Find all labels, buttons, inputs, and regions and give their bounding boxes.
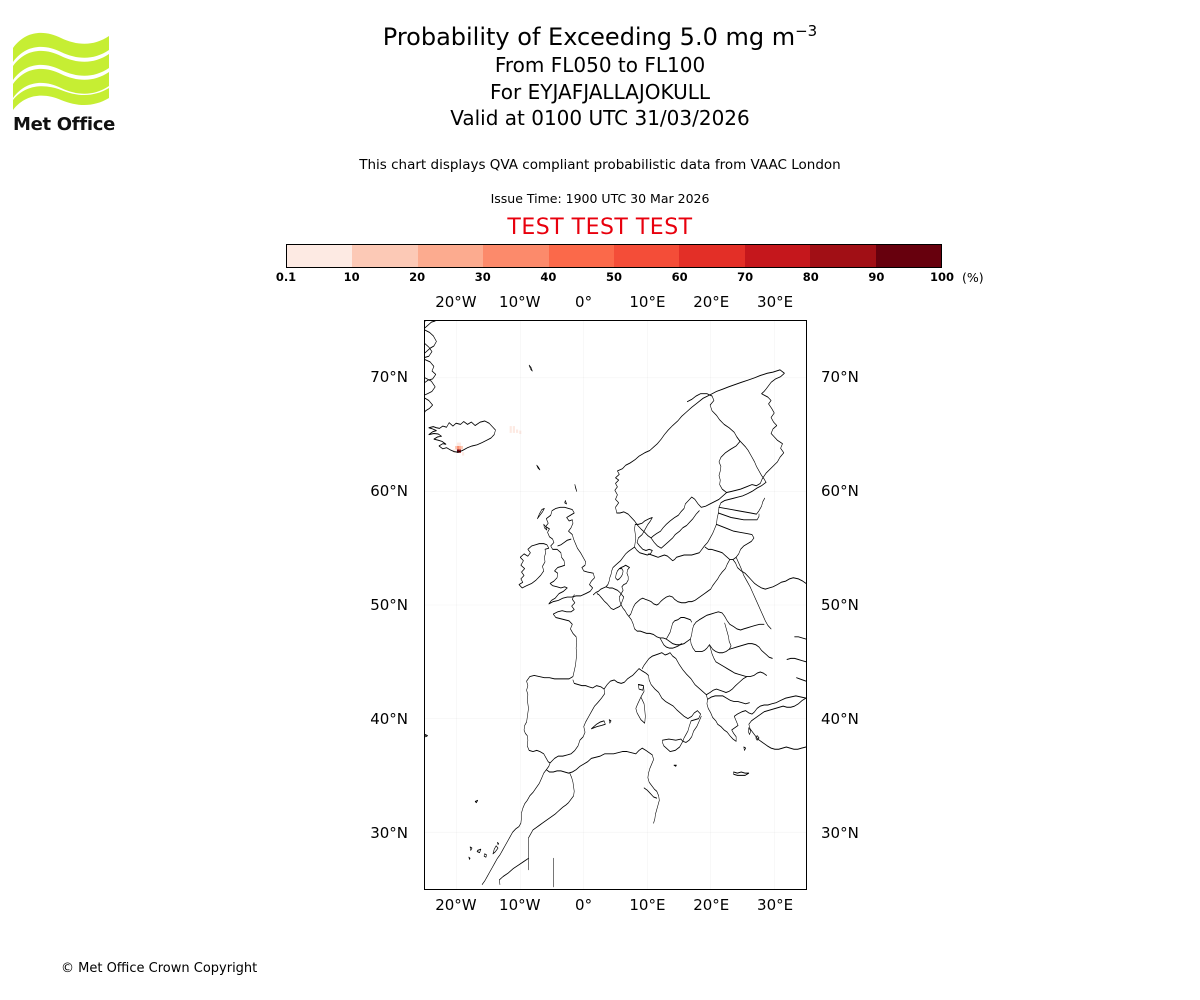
longitude-axis-top: 20°W 10°W 0° 10°E 20°E 30°E	[424, 293, 807, 313]
colorbar-band-9	[875, 245, 942, 267]
lat-label-70°N: 70°N	[821, 368, 859, 386]
europe-map	[425, 321, 806, 889]
colorbar-swatches	[286, 244, 942, 268]
plume-cell-9	[462, 452, 465, 456]
colorbar-band-0	[287, 245, 353, 267]
colorbar-band-5	[614, 245, 680, 267]
latitude-axis-right: 30°N 40°N 50°N 60°N 70°N	[813, 320, 883, 890]
colorbar-tick-40: 40	[540, 270, 557, 284]
plume-cell-8	[453, 449, 456, 453]
copyright-notice: © Met Office Crown Copyright	[61, 961, 258, 976]
met-office-wave-mark	[13, 32, 109, 110]
chart-title-block: Probability of Exceeding 5.0 mg m−3 From…	[0, 22, 1200, 132]
lat-label-60°N: 60°N	[370, 482, 408, 500]
colorbar-tick-50: 50	[605, 270, 623, 284]
lat-label-60°N: 60°N	[821, 482, 859, 500]
lat-label-50°N: 50°N	[370, 596, 408, 614]
lon-label-10°E: 10°E	[629, 896, 666, 914]
colorbar-tick-90: 90	[868, 270, 885, 284]
lat-label-70°N: 70°N	[370, 368, 408, 386]
plume-cell-13	[509, 426, 512, 430]
ash-plume-layer	[453, 426, 522, 456]
colorbar-tick-labels: 0.1 10 20 30 40 50 60 70 80 90 100	[276, 268, 954, 288]
plume-cell-7	[458, 442, 462, 446]
probability-colorbar: 0.1 10 20 30 40 50 60 70 80 90 100	[276, 244, 954, 290]
colorbar-tick-70: 70	[737, 270, 754, 284]
lon-label-0°: 0°	[575, 896, 593, 914]
lat-label-40°N: 40°N	[370, 710, 408, 728]
plume-cell-4	[455, 445, 458, 450]
lon-label-10°W: 10°W	[499, 896, 541, 914]
colorbar-tick-60: 60	[671, 270, 688, 284]
colorbar-band-3	[483, 245, 549, 267]
title-volcano-name: For EYJAFJALLAJOKULL	[490, 79, 710, 104]
lon-label-20°W: 20°W	[435, 896, 477, 914]
colorbar-band-7	[744, 245, 811, 267]
issue-time: Issue Time: 1900 UTC 30 Mar 2026	[490, 191, 710, 206]
lon-label-10°W: 10°W	[499, 293, 541, 311]
map-panel[interactable]	[424, 320, 807, 890]
qva-note: This chart displays QVA compliant probab…	[359, 157, 841, 173]
lon-label-30°E: 30°E	[757, 896, 794, 914]
lon-label-30°E: 30°E	[757, 293, 794, 311]
plume-cell-12	[515, 429, 519, 433]
plume-cell-11	[512, 429, 515, 433]
lon-label-20°E: 20°E	[693, 896, 730, 914]
plume-cell-2	[456, 445, 460, 450]
colorbar-band-8	[810, 245, 876, 267]
title-flight-levels: From FL050 to FL100	[494, 53, 706, 77]
coastline-layer	[425, 321, 806, 888]
plume-cell-3	[458, 445, 462, 450]
lat-label-40°N: 40°N	[821, 710, 859, 728]
colorbar-tick-100: 100	[929, 270, 955, 284]
plume-cell-6	[456, 442, 460, 446]
colorbar-tick-0.1: 0.1	[275, 270, 297, 284]
lon-label-10°E: 10°E	[629, 293, 666, 311]
lon-label-20°E: 20°E	[693, 293, 730, 311]
plume-cell-10	[509, 429, 512, 433]
colorbar-band-2	[417, 245, 484, 267]
colorbar-band-4	[548, 245, 615, 267]
met-office-wordmark: Met Office	[13, 114, 116, 135]
colorbar-tick-80: 80	[802, 270, 819, 284]
plume-cell-14	[512, 426, 515, 430]
plume-cell-5	[460, 445, 463, 450]
lat-label-30°N: 30°N	[370, 824, 408, 842]
page-title: Probability of Exceeding 5.0 mg m−3	[0, 22, 1200, 52]
title-valid-time: Valid at 0100 UTC 31/03/2026	[450, 106, 750, 130]
lon-label-20°W: 20°W	[435, 293, 477, 311]
latitude-axis-left: 30°N 40°N 50°N 60°N 70°N	[346, 320, 416, 890]
test-banner: TEST TEST TEST	[507, 215, 693, 240]
lat-label-50°N: 50°N	[821, 596, 859, 614]
title-line1-exponent: −3	[795, 22, 818, 40]
title-line1-text: Probability of Exceeding 5.0 mg m	[382, 23, 796, 51]
colorbar-unit-label: (%)	[962, 270, 984, 285]
met-office-logo: Met Office	[12, 26, 115, 135]
lon-label-0°: 0°	[575, 293, 593, 311]
colorbar-tick-10: 10	[343, 270, 360, 284]
colorbar-tick-30: 30	[474, 270, 491, 284]
colorbar-band-6	[679, 245, 745, 267]
colorbar-tick-20: 20	[409, 270, 426, 284]
lat-label-30°N: 30°N	[821, 824, 859, 842]
longitude-axis-bottom: 20°W 10°W 0° 10°E 20°E 30°E	[424, 896, 807, 916]
colorbar-band-1	[352, 245, 418, 267]
plume-cell-0	[456, 449, 460, 453]
graticule-layer	[425, 321, 806, 889]
